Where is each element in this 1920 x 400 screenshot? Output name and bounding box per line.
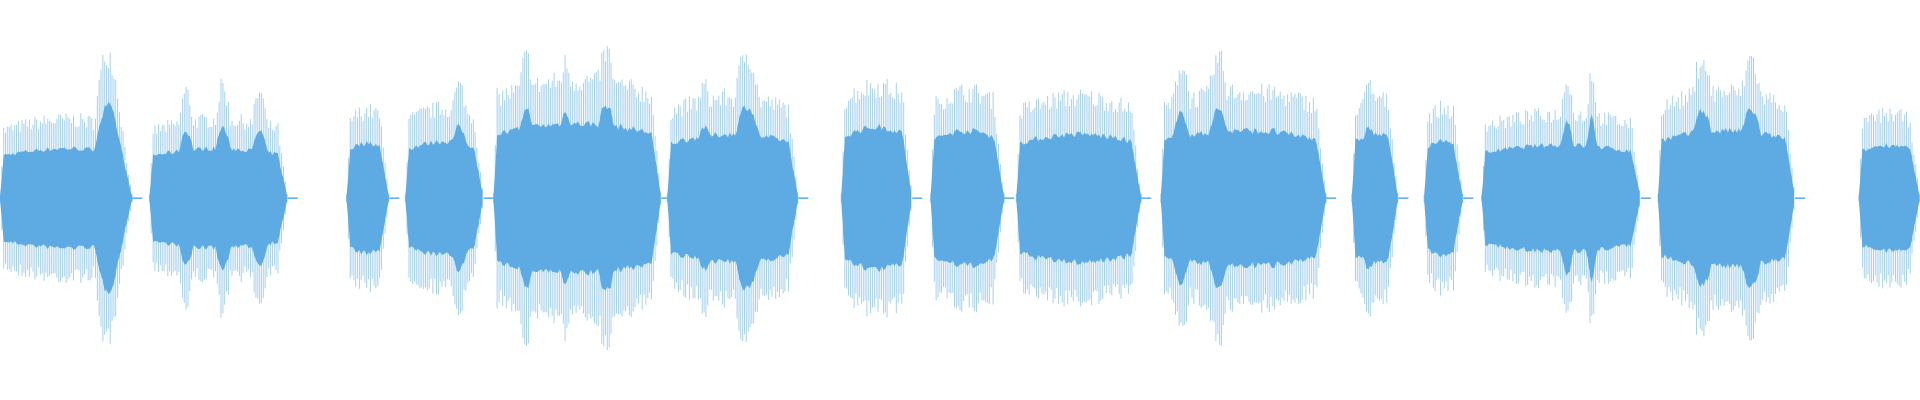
waveform-core <box>841 124 911 273</box>
waveform-core <box>1858 143 1920 254</box>
waveform-core <box>930 127 1005 269</box>
waveform-core <box>667 105 798 291</box>
waveform-core <box>1481 113 1640 283</box>
waveform-core <box>149 125 288 272</box>
waveform-core <box>405 124 483 273</box>
waveform-core <box>0 102 133 295</box>
waveform-core <box>1160 108 1327 289</box>
waveform-core <box>1351 126 1398 270</box>
waveform-core <box>1658 108 1794 288</box>
waveform-core <box>346 140 389 256</box>
waveform-core <box>1424 138 1463 258</box>
waveform-core <box>1016 131 1142 265</box>
waveform-core <box>493 105 661 291</box>
